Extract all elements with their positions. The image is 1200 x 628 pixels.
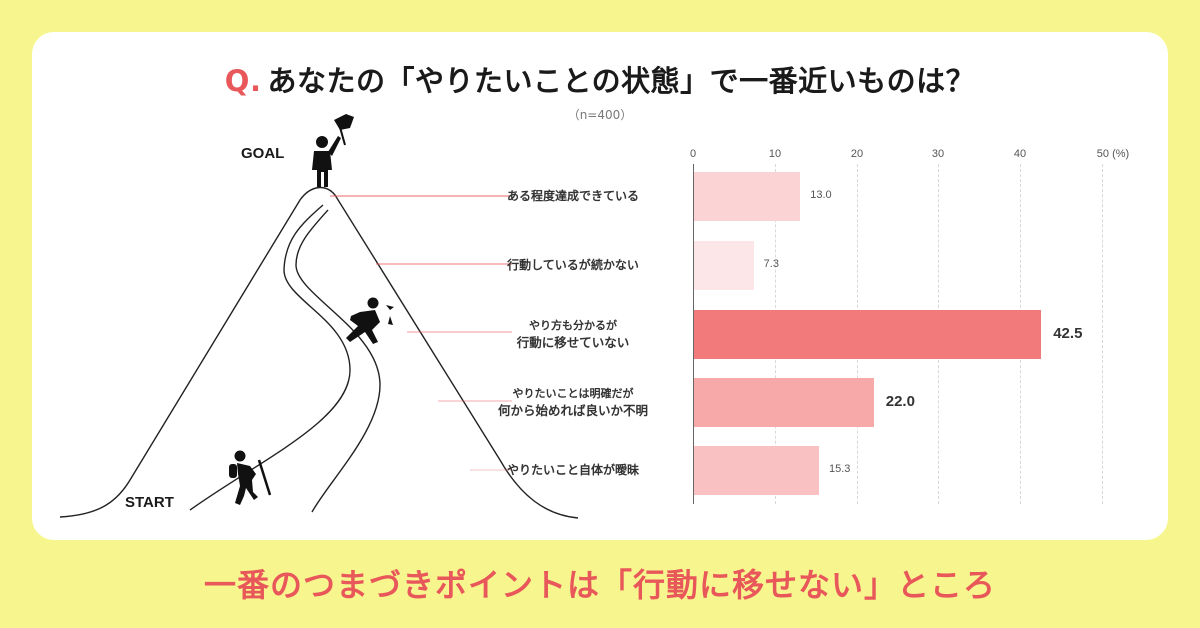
x-tick: 40	[1013, 148, 1027, 160]
bar	[694, 310, 1042, 359]
bar	[694, 172, 801, 221]
bar-value-label: 42.5	[1053, 325, 1083, 342]
bar-value-label: 15.3	[829, 463, 851, 475]
goal-label: GOAL	[241, 145, 285, 162]
category-label: やりたいこと自体が曖昧	[506, 463, 639, 477]
x-tick: 30	[931, 148, 945, 160]
y-axis	[693, 164, 694, 504]
category-label: 行動しているが続かない	[507, 258, 639, 272]
footer-message: 一番のつまづきポイントは「行動に移せない」ところ	[203, 566, 996, 604]
bar-value-label: 7.3	[763, 258, 779, 270]
bar	[694, 378, 874, 427]
question-mark: Q.	[224, 64, 262, 98]
hiker-icon	[229, 450, 272, 505]
x-tick: 20	[850, 148, 864, 160]
page-title: Q. あなたの「やりたいことの状態」で一番近いものは？	[0, 58, 1200, 100]
mountain-outline	[59, 186, 579, 519]
grid-line	[1102, 164, 1103, 504]
mountain-illustration	[59, 114, 579, 519]
sample-size: （n=400）	[567, 108, 633, 122]
bar-value-label: 13.0	[810, 189, 832, 201]
bar	[694, 241, 754, 290]
x-tick: 50 (%)	[1096, 148, 1130, 160]
goal-person-icon	[312, 114, 354, 187]
category-label: やり方も分かるが 行動に移せていない	[516, 319, 630, 350]
x-tick: 0	[689, 148, 697, 160]
category-label: ある程度達成できている	[506, 189, 639, 203]
start-label: START	[125, 494, 174, 511]
content-card	[32, 32, 1168, 540]
title-text: あなたの「やりたいことの状態」で一番近いものは？	[267, 64, 976, 98]
x-tick: 10	[768, 148, 782, 160]
bar-value-label: 22.0	[885, 393, 915, 410]
bar	[694, 446, 819, 495]
category-label: やりたいことは明確だが 何から始めれば良いか不明	[497, 387, 648, 418]
slipping-person-icon	[346, 297, 394, 344]
